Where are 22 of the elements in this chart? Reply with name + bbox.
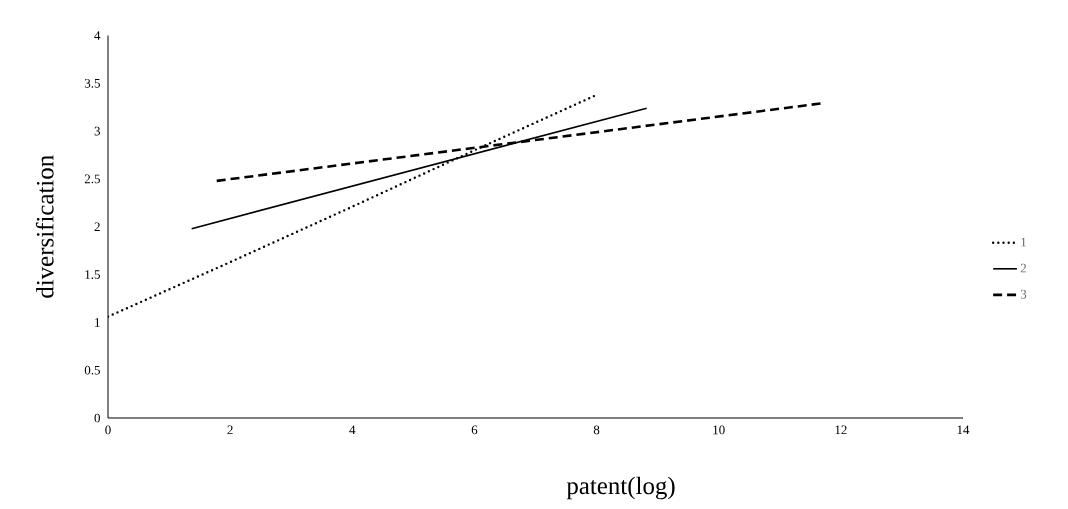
y-tick-label: 0.5 [84, 365, 100, 375]
x-tick-label: 12 [835, 425, 847, 435]
legend-label: 1 [1021, 237, 1026, 247]
y-tick-label: 4 [94, 31, 101, 40]
x-tick-label: 6 [471, 425, 478, 435]
y-tick-label: 1 [95, 318, 100, 327]
y-tick-label: 2.5 [84, 174, 100, 184]
y-tick-label: 3 [94, 126, 100, 136]
legend-label: 3 [1020, 289, 1027, 299]
x-tick-label: 2 [227, 425, 233, 435]
x-tick-label: 8 [593, 425, 600, 435]
x-tick-label: 4 [349, 425, 356, 435]
y-tick-label: 2 [94, 222, 100, 232]
x-tick-label: 14 [957, 425, 970, 435]
y-tick-label: 0 [94, 413, 100, 423]
y-tick-label: 1.5 [85, 270, 100, 279]
y-axis-title: diversification [35, 155, 54, 298]
x-tick-label: 10 [713, 425, 725, 435]
y-tick-label: 3.5 [84, 78, 100, 88]
x-tick-label: 0 [105, 425, 111, 435]
legend-label: 2 [1020, 263, 1027, 273]
x-axis-title: patent(log) [566, 476, 675, 500]
